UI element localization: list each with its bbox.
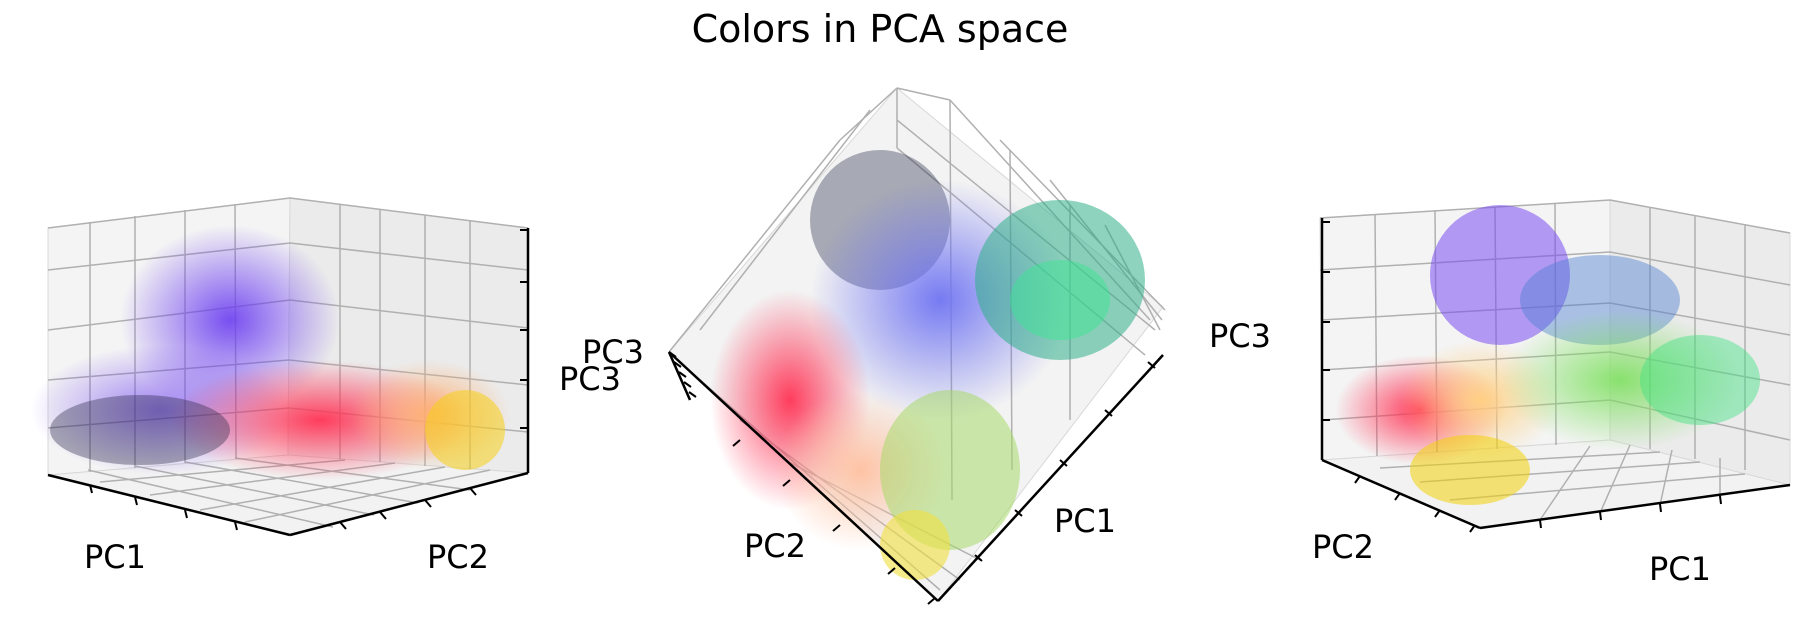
- left-axis-lines: [47, 228, 530, 537]
- right-point-cloud: [1335, 205, 1760, 505]
- middle-ticks: [668, 351, 1156, 605]
- right-pc1-label: PC1: [1649, 550, 1711, 588]
- subplot-right: PC1 PC2 PC3: [1209, 199, 1791, 588]
- subplot-left: PC1 PC2 PC3: [30, 197, 621, 576]
- left-point-cloud: [30, 225, 510, 480]
- middle-pc2-label: PC2: [744, 527, 806, 565]
- right-pc3-label: PC3: [1209, 317, 1271, 355]
- right-ticks: [1322, 221, 1722, 533]
- middle-pc1-label: PC1: [1054, 502, 1116, 540]
- middle-point-cloud: [710, 150, 1145, 580]
- figure-title: Colors in PCA space: [692, 7, 1069, 51]
- right-pc2-label: PC2: [1312, 528, 1374, 566]
- left-pc3-label: PC3: [559, 360, 621, 398]
- subplot-middle: PC1 PC2 PC3: [582, 87, 1166, 605]
- left-pc1-label: PC1: [84, 538, 146, 576]
- left-ticks: [89, 229, 528, 531]
- middle-axis-lines: [667, 351, 1164, 602]
- middle-pc3-label: PC3: [582, 333, 644, 371]
- left-pc2-label: PC2: [427, 538, 489, 576]
